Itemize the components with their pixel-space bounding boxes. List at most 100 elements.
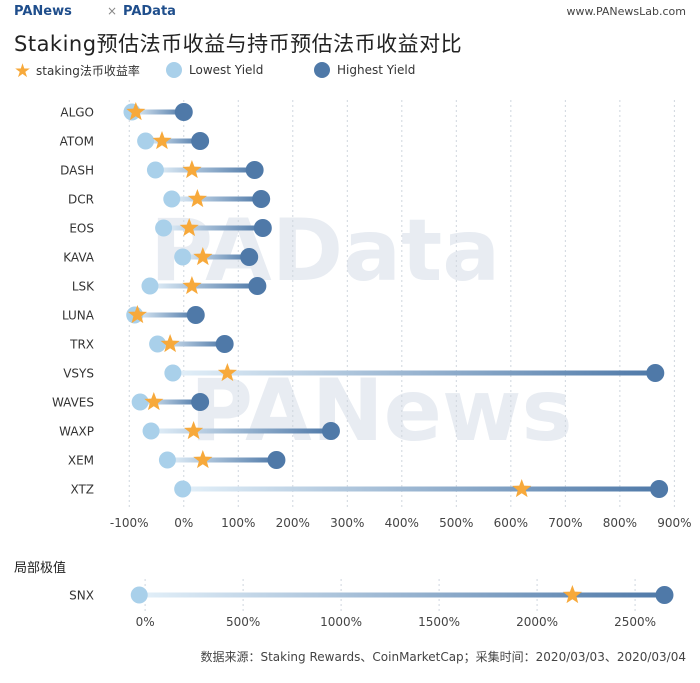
- legend: ★ staking法币收益率 Lowest Yield Highest Yiel…: [0, 61, 700, 86]
- category-label: XTZ: [70, 483, 94, 497]
- header: PANews × PAData www.PANewsLab.com: [0, 0, 700, 24]
- highest-yield-dot: [248, 277, 267, 295]
- x-tick-label: 2000%: [516, 615, 558, 629]
- category-label: XEM: [68, 454, 94, 468]
- x-tick-label: 800%: [603, 516, 637, 530]
- site-url: www.PANewsLab.com: [566, 5, 687, 18]
- highest-yield-dot: [655, 586, 674, 604]
- category-label: ALGO: [60, 106, 94, 120]
- x-tick-label: 400%: [385, 516, 419, 530]
- category-label: LUNA: [62, 309, 95, 323]
- x-tick-label: 100%: [221, 516, 255, 530]
- category-label: TRX: [69, 338, 94, 352]
- staking-yield-star: [152, 131, 172, 150]
- lowest-yield-dot: [164, 364, 182, 382]
- highest-yield-dot: [186, 306, 205, 324]
- staking-yield-star: [126, 102, 146, 121]
- lowest-yield-dot: [158, 451, 176, 469]
- x-tick-label: 900%: [657, 516, 691, 530]
- highest-dot-icon: [314, 62, 330, 78]
- highest-yield-dot: [252, 190, 271, 208]
- highest-yield-dot: [240, 248, 259, 266]
- lowest-yield-dot: [130, 586, 148, 604]
- staking-yield-star: [184, 421, 204, 440]
- range-bar: [172, 370, 656, 376]
- highest-yield-dot: [646, 364, 665, 382]
- x-tick-label: 1000%: [320, 615, 362, 629]
- staking-yield-star: [144, 392, 164, 411]
- local-extreme-label: 局部极值: [14, 561, 67, 576]
- range-bar: [151, 428, 331, 434]
- highest-yield-dot: [191, 132, 210, 150]
- range-bar: [145, 138, 201, 144]
- lowest-yield-dot: [163, 190, 181, 208]
- lowest-yield-dot: [174, 248, 192, 266]
- staking-yield-star: [193, 247, 213, 266]
- legend-item-highest: Highest Yield: [314, 62, 415, 78]
- lowest-yield-dot: [149, 335, 167, 353]
- lowest-yield-dot: [137, 132, 155, 150]
- x-tick-label: 1500%: [418, 615, 460, 629]
- lowest-yield-dot: [141, 277, 159, 295]
- category-label: DASH: [60, 164, 94, 178]
- highest-yield-dot: [650, 480, 669, 498]
- data-source: 数据来源：Staking Rewards、CoinMarketCap；采集时间：…: [200, 650, 686, 664]
- staking-yield-star: [182, 160, 202, 179]
- x-tick-label: 200%: [276, 516, 310, 530]
- lowest-yield-dot: [146, 161, 164, 179]
- range-bar: [149, 283, 258, 289]
- x-tick-label: 500%: [439, 516, 473, 530]
- staking-yield-star: [179, 218, 199, 237]
- x-tick-label: 700%: [548, 516, 582, 530]
- range-bar: [134, 312, 196, 318]
- highest-yield-dot: [174, 103, 193, 121]
- snx-chart: 0% 500% 1000% 1500% 2000% 2500% SNX: [69, 579, 674, 629]
- staking-yield-star: [193, 450, 213, 469]
- range-bar: [155, 167, 255, 173]
- range-bar: [167, 457, 277, 463]
- chart-title: Staking预估法币收益与持币预估法币收益对比: [14, 32, 463, 56]
- x-tick-label: 600%: [494, 516, 528, 530]
- range-bar: [131, 109, 184, 115]
- watermark-text: PANews: [190, 361, 573, 461]
- legend-item-lowest: Lowest Yield: [166, 62, 263, 78]
- x-tick-label: 500%: [226, 615, 260, 629]
- x-tick-label: 0%: [174, 516, 193, 530]
- staking-yield-star: [187, 189, 207, 208]
- range-bar: [157, 341, 225, 347]
- category-label: SNX: [69, 589, 94, 603]
- highest-yield-dot: [253, 219, 272, 237]
- panews-logo: PANews: [14, 4, 72, 19]
- staking-yield-star: [217, 363, 237, 382]
- x-tick-label: -100%: [110, 516, 149, 530]
- lowest-yield-dot: [174, 480, 192, 498]
- lowest-yield-dot: [142, 422, 160, 440]
- x-tick-label: 2500%: [614, 615, 656, 629]
- category-label: WAXP: [59, 425, 94, 439]
- category-label: DCR: [68, 193, 94, 207]
- staking-yield-star: [512, 479, 532, 498]
- range-bar: [140, 399, 201, 405]
- legend-label-staking: staking法币收益率: [36, 64, 140, 78]
- staking-yield-star: [182, 276, 202, 295]
- category-label: VSYS: [63, 367, 94, 381]
- range-bar: [182, 486, 660, 492]
- lowest-dot-icon: [166, 62, 182, 78]
- brand-separator: ×: [107, 4, 118, 18]
- range-bar: [163, 225, 263, 231]
- staking-yield-star: [562, 585, 582, 604]
- range-bar: [139, 592, 665, 598]
- legend-item-staking: ★ staking法币收益率: [14, 61, 140, 80]
- legend-label-highest: Highest Yield: [337, 63, 416, 77]
- highest-yield-dot: [215, 335, 234, 353]
- range-bar: [182, 254, 250, 260]
- lowest-yield-dot: [131, 393, 149, 411]
- staking-yield-star: [160, 334, 180, 353]
- highest-yield-dot: [321, 422, 340, 440]
- category-label: ATOM: [60, 135, 94, 149]
- x-tick-label: 300%: [330, 516, 364, 530]
- highest-yield-dot: [267, 451, 286, 469]
- x-tick-label: 0%: [136, 615, 155, 629]
- category-label: LSK: [72, 280, 95, 294]
